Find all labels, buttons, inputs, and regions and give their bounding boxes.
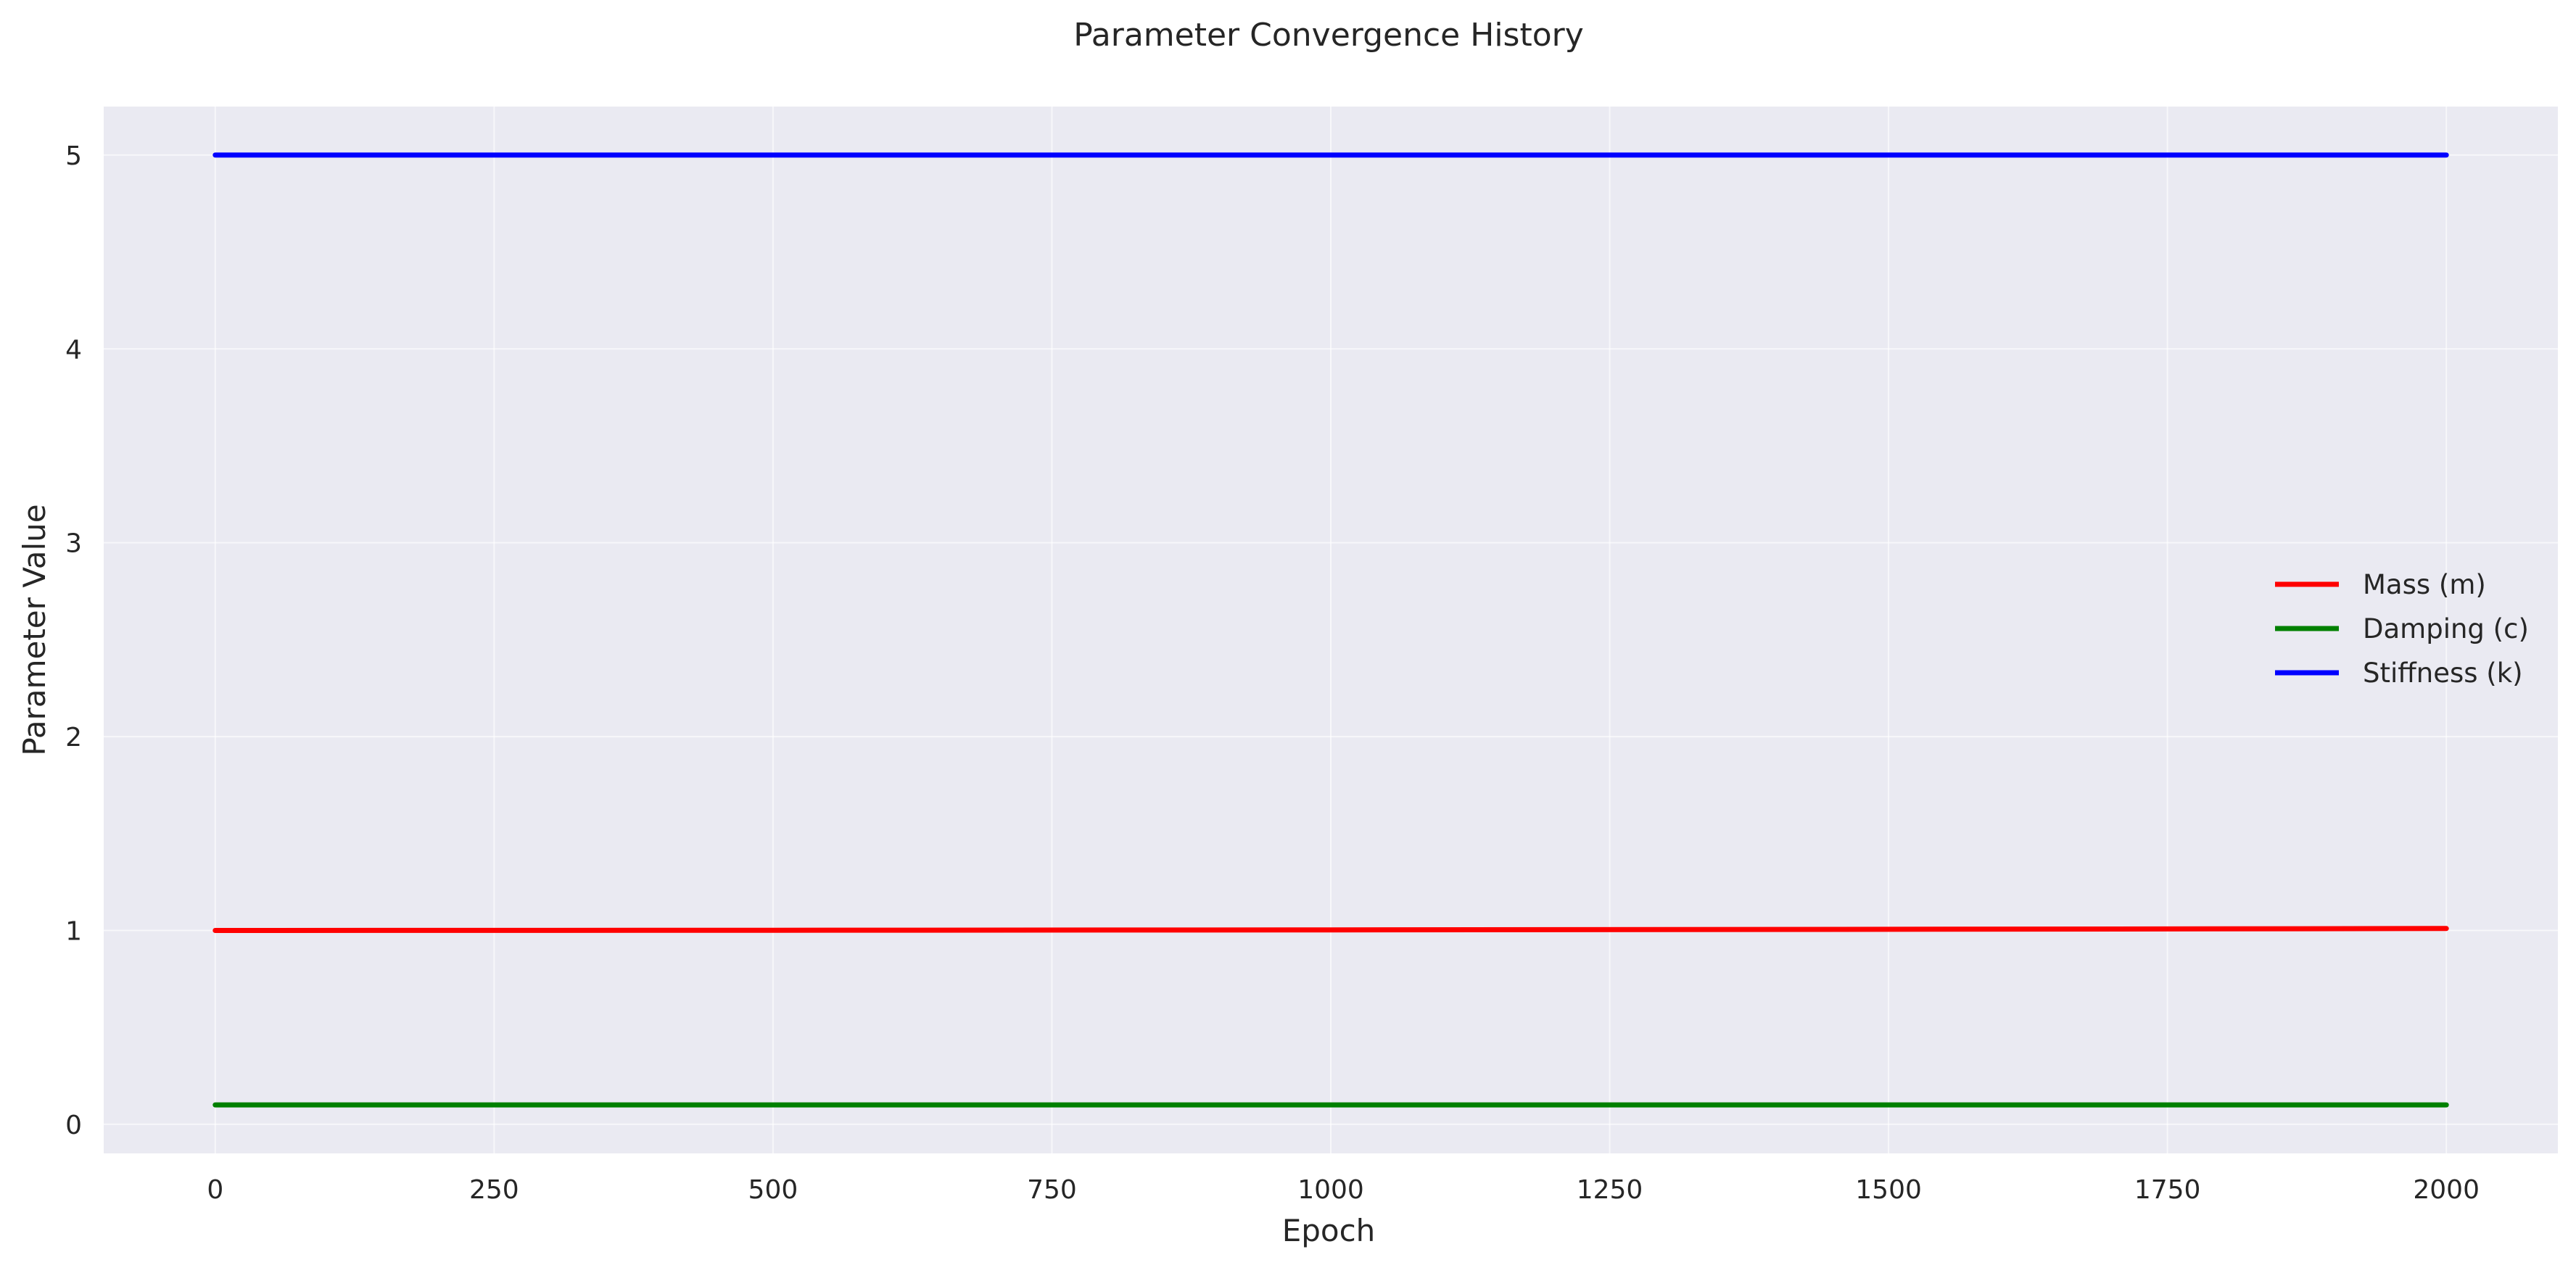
chart-title: Parameter Convergence History (1073, 17, 1584, 54)
y-tick-label: 3 (65, 529, 82, 559)
x-tick-label: 1750 (2134, 1175, 2201, 1205)
legend: Mass (m) Damping (c) Stiffness (k) (2275, 569, 2529, 689)
x-tick-label: 1500 (1855, 1175, 1922, 1205)
x-axis-label: Epoch (1282, 1213, 1376, 1248)
y-tick-label: 1 (65, 916, 82, 946)
y-axis-label: Parameter Value (17, 504, 52, 755)
y-tick-label: 4 (65, 335, 82, 365)
y-tick-label: 2 (65, 723, 82, 752)
legend-label: Mass (m) (2363, 569, 2486, 600)
legend-label: Damping (c) (2363, 613, 2529, 644)
legend-label: Stiffness (k) (2363, 658, 2523, 689)
series-line (212, 926, 2449, 933)
x-tick-label: 250 (469, 1175, 519, 1205)
x-tick-label: 1000 (1297, 1175, 1364, 1205)
y-tick-label: 0 (65, 1111, 82, 1140)
series-lines (212, 152, 2449, 1108)
x-tick-label: 2000 (2413, 1175, 2480, 1205)
x-tick-label: 1250 (1577, 1175, 1643, 1205)
x-tick-label: 0 (207, 1175, 223, 1205)
x-tick-label: 750 (1027, 1175, 1077, 1205)
y-tick-label: 5 (65, 141, 82, 171)
x-axis-ticks: 0 250 500 750 1000 1250 1500 1750 2000 (207, 1175, 2480, 1205)
x-tick-label: 500 (748, 1175, 798, 1205)
y-axis-ticks: 0 1 2 3 4 5 (65, 141, 82, 1140)
